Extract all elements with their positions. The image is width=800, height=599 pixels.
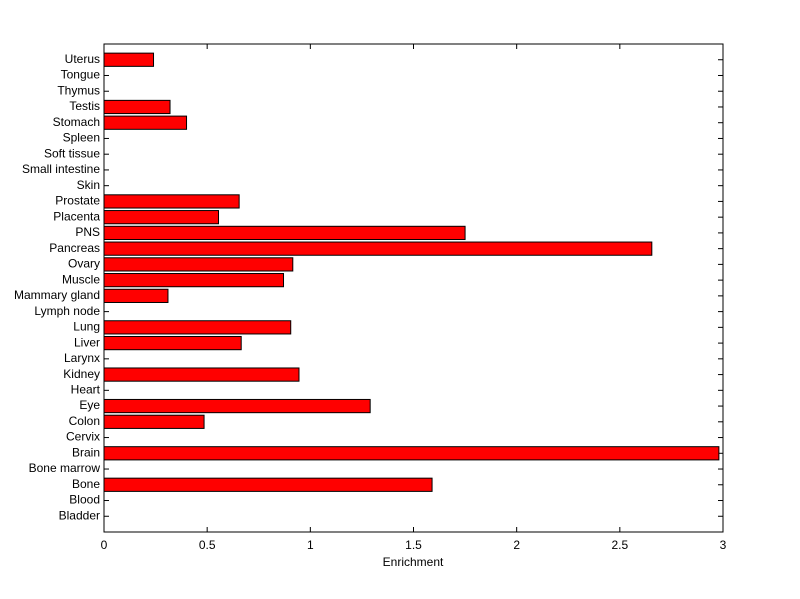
y-tick-label: Thymus bbox=[57, 83, 100, 97]
y-tick-label: Soft tissue bbox=[44, 146, 100, 160]
y-tick-label: Pancreas bbox=[49, 241, 100, 255]
bar bbox=[103, 446, 720, 461]
x-tick-label: 0.5 bbox=[199, 538, 216, 552]
bar bbox=[103, 99, 171, 115]
y-tick-label: Blood bbox=[69, 493, 100, 507]
y-tick-label: Kidney bbox=[63, 367, 100, 381]
y-tick-label: Prostate bbox=[55, 194, 100, 208]
y-tick-label: Lymph node bbox=[34, 304, 100, 318]
y-tick-label: Liver bbox=[74, 335, 100, 349]
x-tick-label: 3 bbox=[720, 538, 727, 552]
y-tick-label: Placenta bbox=[53, 209, 100, 223]
bar bbox=[103, 414, 205, 429]
y-tick-label: Cervix bbox=[66, 430, 100, 444]
y-tick-label: Mammary gland bbox=[14, 288, 100, 302]
y-tick-label: Testis bbox=[69, 99, 100, 113]
y-tick-label: Small intestine bbox=[22, 162, 100, 176]
y-tick-label: Colon bbox=[69, 414, 100, 428]
y-tick-label: Skin bbox=[77, 178, 100, 192]
y-tick-label: Heart bbox=[71, 382, 101, 396]
y-tick-label: Tongue bbox=[61, 68, 101, 82]
bar bbox=[103, 210, 220, 225]
y-tick-label: Stomach bbox=[53, 115, 100, 129]
bar bbox=[103, 288, 169, 303]
bar bbox=[103, 257, 294, 272]
bar bbox=[103, 477, 433, 492]
y-tick-label: Uterus bbox=[65, 52, 100, 66]
y-tick-label: Brain bbox=[72, 445, 100, 459]
bar bbox=[103, 52, 155, 67]
bar bbox=[103, 367, 300, 382]
y-tick-label: Bone marrow bbox=[29, 461, 101, 475]
y-tick-label: Muscle bbox=[62, 272, 100, 286]
bar bbox=[103, 320, 292, 335]
x-tick-label: 1.5 bbox=[405, 538, 422, 552]
bar bbox=[103, 241, 653, 256]
x-tick-label: 1 bbox=[307, 538, 314, 552]
y-tick-label: Bladder bbox=[59, 508, 100, 522]
y-tick-label: Ovary bbox=[68, 257, 100, 271]
y-tick-label: Bone bbox=[72, 477, 100, 491]
x-tick-label: 0 bbox=[101, 538, 108, 552]
bar bbox=[103, 225, 466, 241]
y-tick-label: Eye bbox=[79, 398, 100, 412]
x-tick-label: 2.5 bbox=[611, 538, 628, 552]
x-axis-label: Enrichment bbox=[383, 555, 444, 569]
bar bbox=[103, 194, 240, 209]
x-tick-label: 2 bbox=[513, 538, 520, 552]
bar bbox=[103, 115, 188, 130]
bar bbox=[103, 335, 242, 351]
bar bbox=[103, 273, 285, 288]
y-tick-label: Lung bbox=[73, 320, 100, 334]
y-tick-label: PNS bbox=[75, 225, 100, 239]
y-tick-label: Larynx bbox=[64, 351, 100, 365]
bar bbox=[103, 398, 371, 414]
y-tick-label: Spleen bbox=[63, 131, 100, 145]
